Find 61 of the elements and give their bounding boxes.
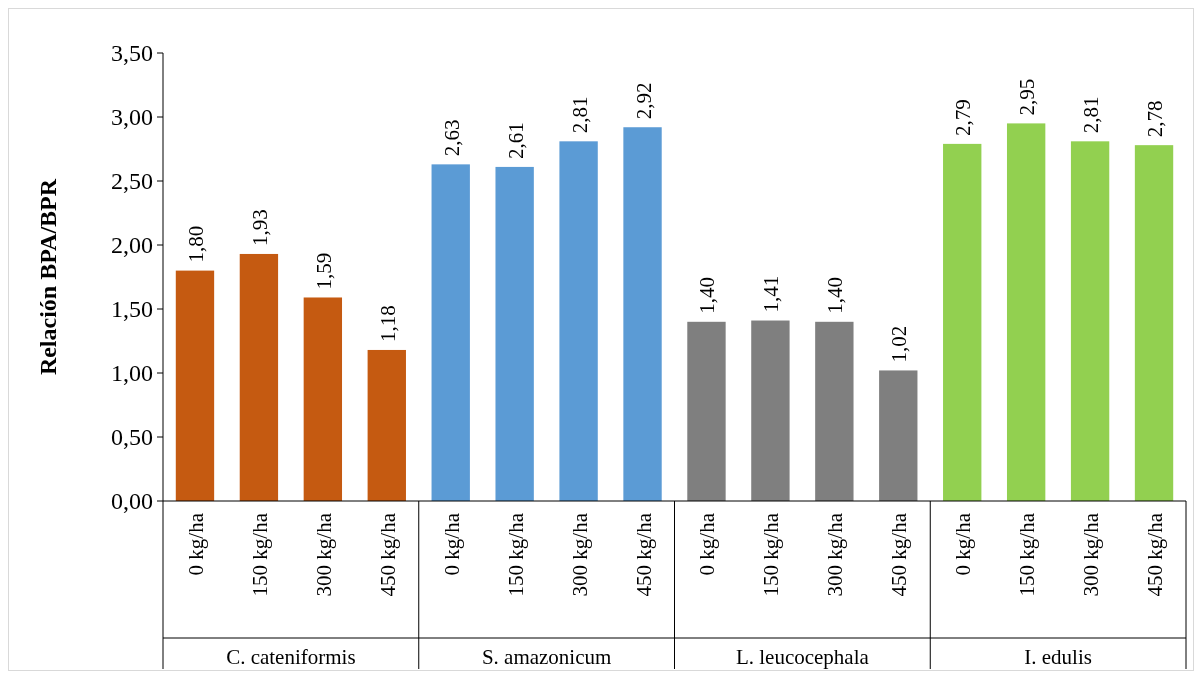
data-label: 2,81 bbox=[567, 96, 592, 134]
bar bbox=[239, 253, 279, 501]
y-tick-label: 3,50 bbox=[111, 40, 153, 67]
text: S. amazonicum bbox=[481, 645, 612, 669]
data-label: 2,92 bbox=[631, 82, 656, 120]
data-label: 1,18 bbox=[375, 305, 400, 342]
x-tick-label: 300 kg/ha bbox=[567, 512, 592, 597]
y-tick-label: 1,00 bbox=[111, 360, 153, 387]
data-label: 1,40 bbox=[695, 277, 720, 314]
data-label: 2,79 bbox=[951, 99, 976, 136]
bar bbox=[1070, 141, 1110, 501]
x-tick-label: 450 kg/ha bbox=[631, 512, 656, 597]
text: C. cateniformis bbox=[226, 645, 356, 669]
x-tick-label: 450 kg/ha bbox=[375, 512, 400, 597]
y-tick-label: 0,50 bbox=[111, 424, 153, 451]
y-tick-label: 2,00 bbox=[111, 232, 153, 259]
x-tick-label: 150 kg/ha bbox=[759, 512, 784, 597]
data-label: 1,41 bbox=[759, 275, 784, 313]
data-label: 2,81 bbox=[1079, 96, 1104, 134]
data-label: 2,61 bbox=[503, 122, 528, 159]
text: L. leucocephala bbox=[735, 645, 870, 669]
y-tick-label: 2,50 bbox=[111, 168, 153, 195]
bar bbox=[175, 270, 215, 501]
bar bbox=[559, 141, 598, 501]
bar bbox=[751, 320, 790, 501]
data-label: 1,93 bbox=[247, 209, 272, 246]
bar bbox=[1134, 145, 1174, 501]
bar bbox=[1006, 123, 1046, 501]
y-tick-label: 1,50 bbox=[111, 296, 153, 323]
x-tick-label: 450 kg/ha bbox=[1143, 512, 1168, 597]
bar bbox=[303, 297, 343, 501]
bar bbox=[687, 321, 726, 501]
bar bbox=[943, 143, 982, 501]
x-tick-label: 0 kg/ha bbox=[439, 512, 464, 576]
data-label: 1,80 bbox=[183, 225, 208, 263]
y-axis-title: Relación BPA/BPR bbox=[35, 178, 61, 376]
bar bbox=[815, 321, 854, 501]
bar bbox=[879, 370, 918, 501]
bar bbox=[623, 127, 662, 501]
x-tick-label: 300 kg/ha bbox=[311, 512, 336, 597]
data-label: 1,59 bbox=[311, 252, 336, 290]
x-tick-label: 150 kg/ha bbox=[247, 512, 272, 597]
y-tick-label: 0,00 bbox=[111, 488, 153, 515]
data-label: 1,40 bbox=[823, 277, 848, 314]
data-label: 2,95 bbox=[1015, 78, 1040, 116]
data-label: 1,02 bbox=[887, 325, 912, 363]
bar bbox=[495, 166, 534, 501]
bar bbox=[431, 164, 470, 501]
data-label: 2,63 bbox=[439, 119, 464, 157]
x-tick-label: 300 kg/ha bbox=[1079, 512, 1104, 597]
bar bbox=[367, 349, 406, 501]
x-tick-label: 450 kg/ha bbox=[887, 512, 912, 597]
text: I. edulis bbox=[1024, 645, 1092, 669]
x-tick-label: 0 kg/ha bbox=[183, 512, 208, 576]
x-tick-label: 300 kg/ha bbox=[823, 512, 848, 597]
x-tick-label: 150 kg/ha bbox=[1015, 512, 1040, 597]
x-tick-label: 0 kg/ha bbox=[951, 512, 976, 576]
x-tick-label: 150 kg/ha bbox=[503, 512, 528, 597]
data-label: 2,78 bbox=[1143, 100, 1168, 138]
x-tick-label: 0 kg/ha bbox=[695, 512, 720, 576]
y-tick-label: 3,00 bbox=[111, 104, 153, 131]
